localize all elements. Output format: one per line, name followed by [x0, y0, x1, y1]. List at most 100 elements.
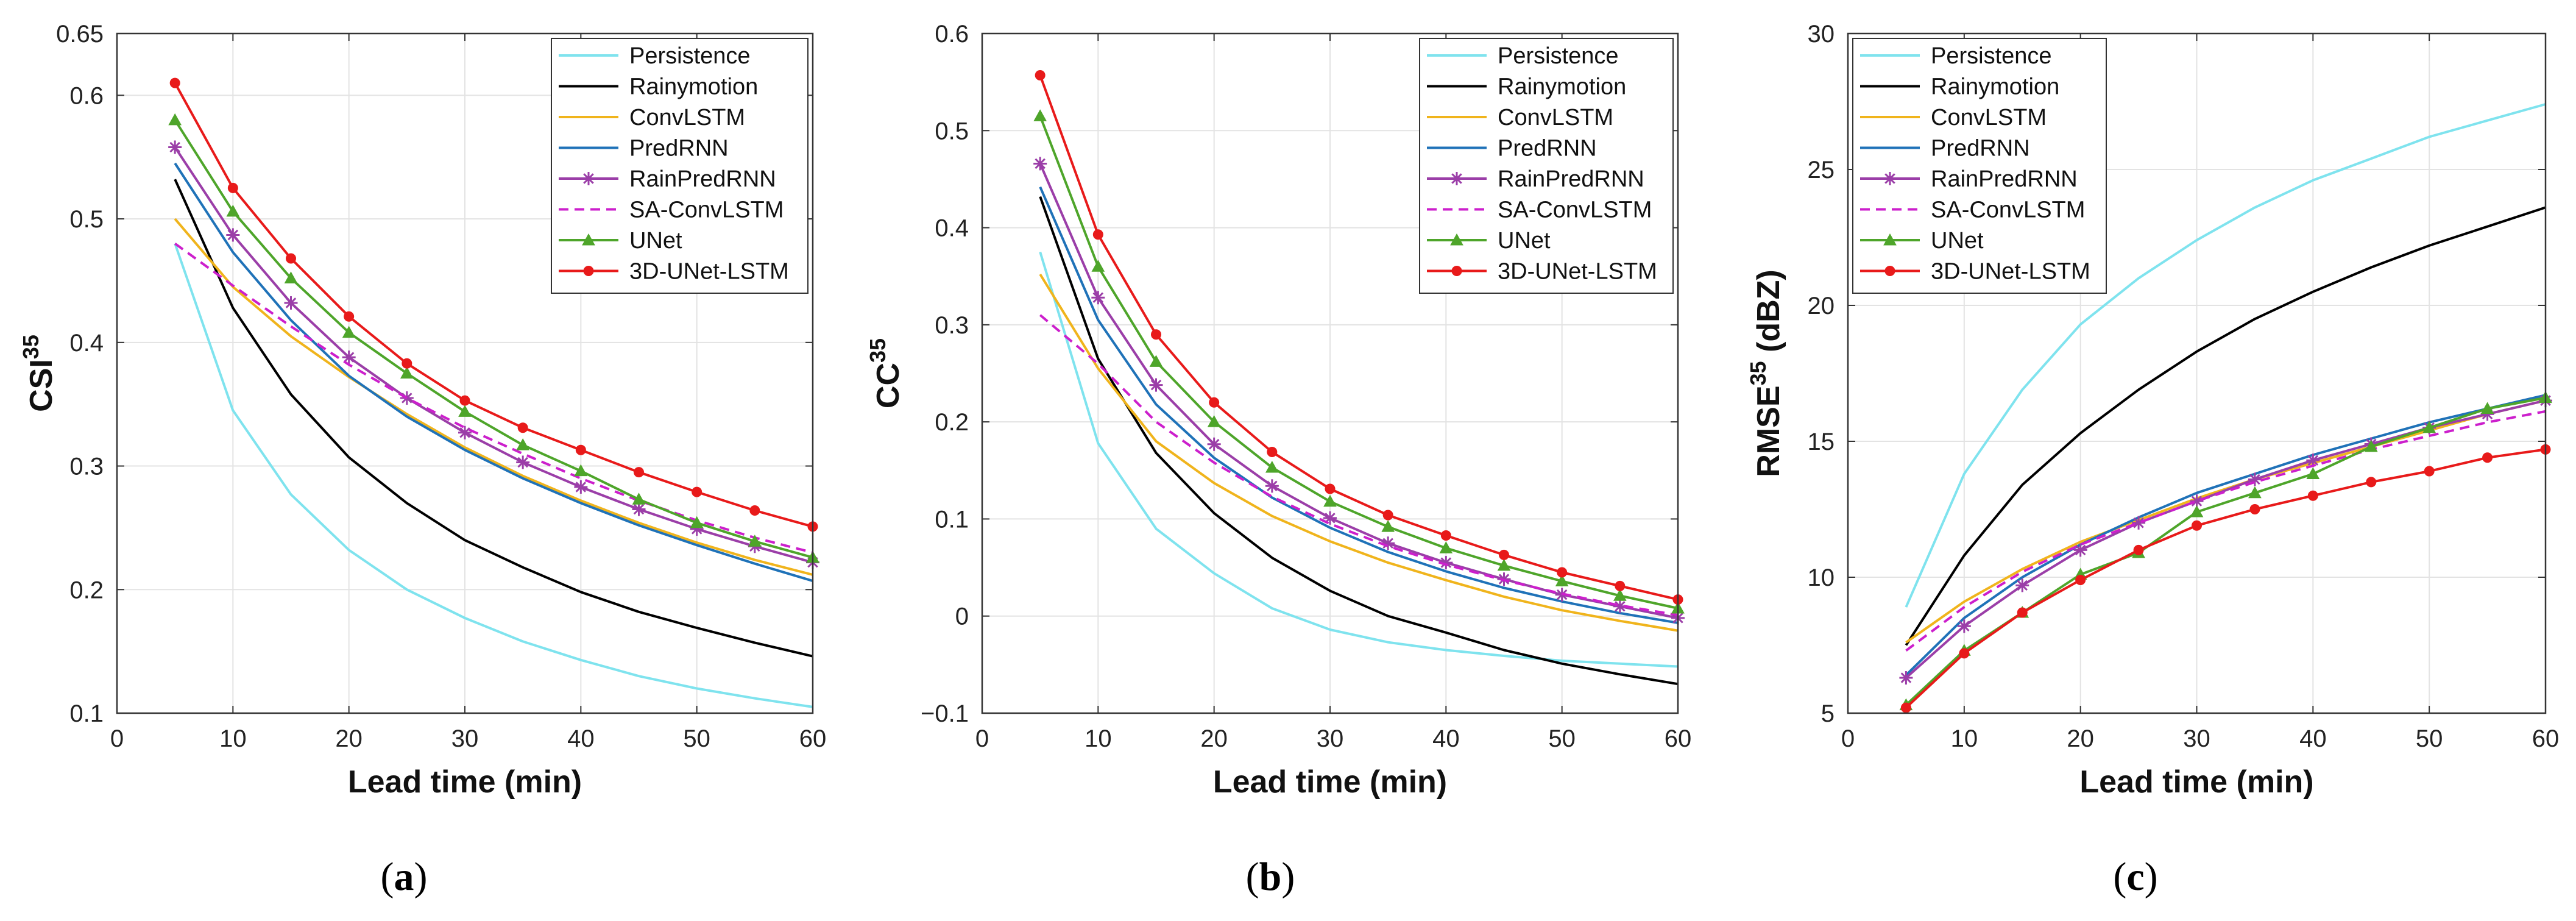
y-tick-label: 0.5	[69, 206, 104, 233]
data-point-asterisk	[574, 480, 588, 494]
data-point-triangle	[2306, 467, 2320, 480]
data-point-circle	[169, 77, 180, 88]
series-convlstm	[1905, 399, 2546, 644]
y-axis-label: CC35	[865, 338, 906, 408]
data-point-triangle	[1381, 520, 1395, 532]
y-tick-label: 0.2	[69, 577, 104, 603]
data-point-asterisk	[168, 140, 182, 154]
x-tick-label: 20	[335, 725, 363, 752]
data-point-circle	[2192, 520, 2202, 531]
y-tick-label: 25	[1808, 157, 1835, 183]
chart-panel-3: 0 10 20 30 40 50 60 5 10 15 20 25 30 Lead time (min) R…	[1746, 21, 2559, 899]
legend-marker-triangle	[1883, 233, 1897, 246]
data-point-circle	[1325, 483, 1336, 494]
y-tick-label: 0.1	[69, 700, 104, 727]
y-tick-label: 30	[1808, 21, 1835, 48]
series-line	[1905, 206, 2546, 646]
y-tick-label: 0.5	[935, 118, 969, 144]
data-point-triangle	[2248, 486, 2262, 499]
data-point-circle	[402, 358, 412, 369]
x-tick-label: 20	[2067, 725, 2094, 752]
x-tick-label: 50	[2416, 725, 2443, 752]
legend-marker-asterisk	[1450, 172, 1463, 185]
data-point-triangle	[2480, 402, 2494, 414]
data-point-circle	[1092, 229, 1103, 240]
data-point-asterisk	[342, 350, 356, 364]
data-point-asterisk	[1265, 479, 1279, 493]
data-point-circle	[1440, 530, 1451, 541]
data-point-circle	[2249, 504, 2260, 514]
series-sa-convlstm	[1039, 314, 1679, 617]
legend-entry: RainPredRNN	[1931, 166, 2078, 192]
series-persistence	[174, 243, 813, 708]
legend-box	[1419, 38, 1674, 294]
axes-frame	[981, 32, 1679, 714]
data-point-triangle	[1149, 355, 1163, 367]
series-sa-convlstm	[1905, 410, 2546, 652]
series-line	[174, 242, 813, 554]
legend-marker-triangle	[582, 233, 595, 246]
series-rainymotion	[1905, 206, 2546, 646]
data-point-triangle	[284, 271, 298, 283]
x-tick-label: 10	[219, 725, 247, 752]
data-point-triangle	[1033, 109, 1047, 121]
data-point-circle	[517, 422, 528, 433]
x-tick-label: 30	[451, 725, 479, 752]
series-line	[1905, 448, 2546, 709]
series-line	[1039, 186, 1679, 624]
x-tick-label: 60	[2532, 725, 2560, 752]
legend-entry: UNet	[1931, 228, 1984, 254]
x-axis-label: Lead time (min)	[2079, 764, 2313, 800]
data-point-triangle	[226, 204, 240, 217]
series-line	[174, 218, 813, 576]
data-point-asterisk	[2132, 516, 2146, 530]
panel-label: (c)	[2113, 855, 2157, 899]
legend-box	[551, 38, 809, 294]
data-point-triangle	[1439, 541, 1453, 553]
data-point-triangle	[516, 438, 530, 450]
y-tick-label: 15	[1808, 428, 1835, 455]
data-point-asterisk	[1149, 378, 1163, 392]
axes-frame	[1847, 32, 2547, 714]
series-line	[1039, 314, 1679, 617]
series-3d-unet-lstm	[1035, 69, 1683, 605]
data-point-triangle	[1613, 589, 1627, 601]
legend-entry: SA-ConvLSTM	[1498, 197, 1652, 223]
data-point-triangle	[1555, 574, 1569, 586]
legend-entry: RainPredRNN	[629, 166, 776, 192]
legend-entry: ConvLSTM	[1931, 105, 2047, 130]
series-convlstm	[174, 218, 813, 576]
data-point-circle	[749, 505, 760, 516]
x-tick-label: 10	[1085, 725, 1112, 752]
data-point-circle	[2133, 544, 2144, 555]
data-point-asterisk	[516, 455, 530, 469]
data-point-circle	[1900, 702, 1911, 713]
data-point-triangle	[2364, 439, 2378, 452]
x-tick-label: 30	[1317, 725, 1344, 752]
data-point-asterisk	[2073, 543, 2087, 557]
data-point-circle	[1267, 447, 1278, 458]
series-line	[1905, 103, 2546, 608]
data-point-asterisk	[1091, 291, 1105, 305]
data-point-circle	[1382, 510, 1393, 521]
y-tick-label: −0.1	[921, 700, 969, 727]
series-line	[1905, 410, 2546, 652]
x-tick-label: 10	[1951, 725, 1978, 752]
y-tick-label: 20	[1808, 293, 1835, 319]
panel-label: (a)	[381, 855, 428, 899]
legend-marker-circle	[583, 266, 594, 276]
data-point-circle	[575, 444, 586, 455]
data-point-asterisk	[1207, 437, 1221, 451]
data-point-asterisk	[284, 296, 298, 310]
chart-panel-1: 0 10 20 30 40 50 60 0.1 0.2 0.3 0.4 0.5 0.6 0.65 Lead …	[18, 21, 826, 899]
data-point-triangle	[400, 366, 414, 379]
data-point-circle	[2307, 490, 2318, 501]
data-point-circle	[286, 253, 296, 264]
series-line	[174, 146, 813, 564]
data-point-triangle	[1497, 558, 1511, 571]
data-point-triangle	[168, 113, 182, 126]
y-tick-label: 0.6	[935, 21, 969, 48]
legend: Persistence Rainymotion ConvLSTM PredRNN Rai…	[1419, 38, 1674, 294]
series-persistence	[1905, 103, 2546, 608]
